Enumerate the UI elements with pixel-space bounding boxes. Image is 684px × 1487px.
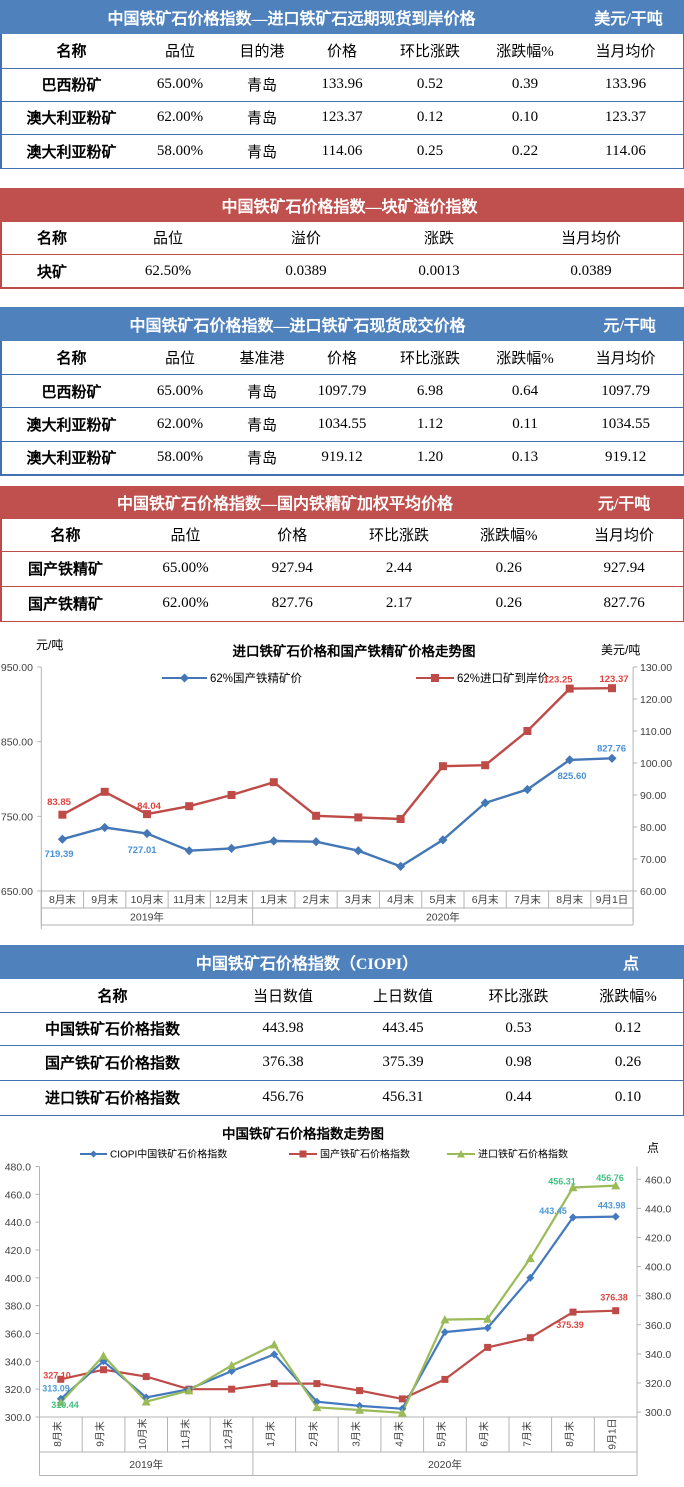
svg-text:8月末: 8月末	[51, 1421, 64, 1447]
svg-text:国产铁矿石价格指数: 国产铁矿石价格指数	[320, 1148, 410, 1161]
svg-text:130.00: 130.00	[640, 662, 672, 674]
svg-text:83.85: 83.85	[47, 797, 71, 808]
svg-text:420.0: 420.0	[645, 1233, 671, 1245]
svg-text:327.10: 327.10	[43, 1371, 71, 1381]
svg-text:320.0: 320.0	[5, 1384, 31, 1396]
svg-text:10月末: 10月末	[136, 1418, 149, 1449]
svg-text:827.76: 827.76	[597, 744, 626, 755]
svg-text:8月末: 8月末	[556, 893, 583, 906]
svg-text:8月末: 8月末	[563, 1421, 576, 1447]
svg-text:123.25: 123.25	[543, 675, 573, 686]
svg-text:11月末: 11月末	[173, 893, 205, 906]
svg-text:376.38: 376.38	[600, 1293, 628, 1303]
svg-text:2月末: 2月末	[307, 1421, 320, 1447]
svg-text:456.31: 456.31	[548, 1177, 576, 1187]
svg-text:650.00: 650.00	[1, 886, 33, 898]
svg-text:750.00: 750.00	[1, 811, 33, 823]
svg-text:2020年: 2020年	[428, 1458, 462, 1471]
svg-text:443.98: 443.98	[598, 1201, 626, 1211]
svg-text:6月末: 6月末	[472, 893, 499, 906]
svg-text:62%国产铁精矿价: 62%国产铁精矿价	[210, 671, 303, 685]
svg-text:9月1日: 9月1日	[607, 1418, 619, 1449]
svg-text:12月末: 12月末	[222, 1418, 235, 1449]
svg-text:1月末: 1月末	[264, 1421, 277, 1447]
svg-text:300.0: 300.0	[645, 1407, 671, 1419]
svg-text:美元/吨: 美元/吨	[601, 643, 640, 657]
svg-text:380.0: 380.0	[5, 1301, 31, 1313]
svg-text:9月末: 9月末	[94, 1421, 107, 1447]
svg-text:850.00: 850.00	[1, 737, 33, 749]
svg-text:90.00: 90.00	[640, 790, 666, 802]
svg-text:443.45: 443.45	[539, 1206, 567, 1216]
svg-text:点: 点	[647, 1141, 659, 1155]
svg-text:300.0: 300.0	[5, 1412, 31, 1424]
svg-text:5月末: 5月末	[429, 893, 456, 906]
svg-text:340.0: 340.0	[645, 1349, 671, 1361]
svg-text:62%进口矿到岸价: 62%进口矿到岸价	[457, 672, 550, 685]
svg-text:380.0: 380.0	[645, 1291, 671, 1303]
svg-text:460.0: 460.0	[5, 1189, 31, 1201]
svg-text:12月末: 12月末	[215, 893, 248, 906]
svg-text:4月末: 4月末	[392, 1421, 405, 1447]
svg-text:375.39: 375.39	[556, 1320, 584, 1330]
svg-text:440.0: 440.0	[5, 1217, 31, 1229]
svg-text:950.00: 950.00	[1, 662, 33, 674]
svg-text:313.09: 313.09	[42, 1384, 70, 1394]
svg-text:5月末: 5月末	[435, 1421, 448, 1447]
svg-text:9月末: 9月末	[91, 893, 118, 906]
svg-text:110.00: 110.00	[640, 726, 671, 738]
svg-text:10月末: 10月末	[131, 893, 164, 906]
svg-text:2019年: 2019年	[130, 911, 164, 924]
svg-text:2019年: 2019年	[129, 1458, 163, 1471]
svg-text:360.0: 360.0	[5, 1329, 31, 1341]
svg-text:420.0: 420.0	[5, 1245, 31, 1257]
svg-text:719.39: 719.39	[44, 849, 73, 860]
svg-text:440.0: 440.0	[645, 1203, 671, 1215]
svg-text:460.0: 460.0	[645, 1174, 671, 1186]
svg-text:100.00: 100.00	[640, 758, 672, 770]
svg-text:310.44: 310.44	[51, 1400, 79, 1410]
svg-text:825.60: 825.60	[557, 771, 586, 782]
svg-text:1月末: 1月末	[260, 893, 287, 906]
svg-text:中国铁矿石价格指数走势图: 中国铁矿石价格指数走势图	[222, 1126, 384, 1142]
svg-text:727.01: 727.01	[127, 845, 157, 856]
svg-text:进口铁矿石价格指数: 进口铁矿石价格指数	[478, 1148, 568, 1161]
svg-text:8月末: 8月末	[49, 893, 76, 906]
svg-text:4月末: 4月末	[387, 893, 414, 906]
svg-text:400.0: 400.0	[645, 1262, 671, 1274]
svg-text:进口铁矿石价格和国产铁精矿价格走势图: 进口铁矿石价格和国产铁精矿价格走势图	[233, 643, 476, 659]
svg-text:7月末: 7月末	[520, 1421, 533, 1447]
svg-text:70.00: 70.00	[640, 854, 666, 866]
svg-text:123.37: 123.37	[599, 674, 628, 685]
svg-text:3月末: 3月末	[345, 893, 372, 906]
svg-text:84.04: 84.04	[137, 801, 161, 812]
svg-text:2020年: 2020年	[426, 911, 460, 924]
svg-text:9月1日: 9月1日	[596, 894, 629, 906]
svg-text:360.0: 360.0	[645, 1320, 671, 1332]
svg-text:CIOPI中国铁矿石价格指数: CIOPI中国铁矿石价格指数	[110, 1148, 227, 1161]
svg-text:6月末: 6月末	[478, 1421, 491, 1447]
svg-text:320.0: 320.0	[645, 1378, 671, 1390]
svg-text:80.00: 80.00	[640, 822, 666, 834]
svg-text:11月末: 11月末	[179, 1419, 192, 1449]
svg-text:7月末: 7月末	[514, 893, 541, 906]
svg-text:456.76: 456.76	[596, 1173, 624, 1183]
svg-text:480.0: 480.0	[5, 1162, 31, 1174]
svg-text:60.00: 60.00	[640, 886, 666, 898]
svg-text:400.0: 400.0	[5, 1273, 31, 1285]
svg-text:元/吨: 元/吨	[36, 638, 63, 652]
svg-text:2月末: 2月末	[303, 893, 330, 906]
svg-text:3月末: 3月末	[350, 1421, 363, 1447]
svg-text:120.00: 120.00	[640, 694, 672, 706]
svg-text:340.0: 340.0	[5, 1356, 31, 1368]
